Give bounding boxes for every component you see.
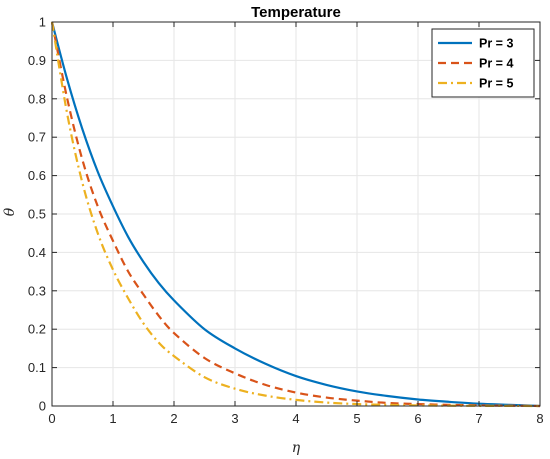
- x-tick-label: 6: [414, 411, 421, 426]
- x-tick-label: 3: [231, 411, 238, 426]
- y-tick-label: 0.5: [28, 207, 46, 222]
- y-tick-label: 0.9: [28, 53, 46, 68]
- legend-label-1: Pr = 3: [479, 37, 513, 51]
- legend-label-2: Pr = 4: [479, 57, 513, 71]
- chart-title: Temperature: [251, 4, 341, 21]
- x-tick-label: 8: [536, 411, 543, 426]
- series-line-1: [50, 21, 541, 408]
- y-tick-label: 0.2: [28, 322, 46, 337]
- x-axis-label: η: [292, 440, 301, 456]
- x-tick-label: 7: [475, 411, 482, 426]
- y-tick-labels: 0 0.1 0.2 0.3 0.4 0.5 0.6 0.7 0.8 0.9 1: [28, 15, 46, 414]
- series-line-3: [50, 21, 541, 408]
- legend-label-3: Pr = 5: [479, 77, 513, 91]
- series-lines: [50, 21, 541, 408]
- legend: Pr = 3 Pr = 4 Pr = 5: [431, 28, 535, 98]
- x-tick-label: 1: [109, 411, 116, 426]
- y-tick-label: 0.4: [28, 245, 46, 260]
- axis-ticks: [51, 21, 541, 407]
- y-tick-label: 0.1: [28, 360, 46, 375]
- series-line-2: [50, 21, 541, 408]
- x-tick-labels: 0 1 2 3 4 5 6 7 8: [48, 411, 543, 426]
- y-tick-label: 0.8: [28, 91, 46, 106]
- grid-lines: [51, 21, 541, 407]
- x-tick-label: 4: [292, 411, 299, 426]
- y-tick-label: 0.3: [28, 283, 46, 298]
- y-tick-label: 1: [39, 15, 46, 30]
- y-tick-label: 0.7: [28, 130, 46, 145]
- legend-box: [431, 28, 535, 98]
- y-tick-label: 0.6: [28, 168, 46, 183]
- x-tick-label: 2: [170, 411, 177, 426]
- y-axis-label: θ: [2, 207, 18, 216]
- y-tick-label: 0: [39, 399, 46, 414]
- x-tick-label: 5: [353, 411, 360, 426]
- x-tick-label: 0: [48, 411, 55, 426]
